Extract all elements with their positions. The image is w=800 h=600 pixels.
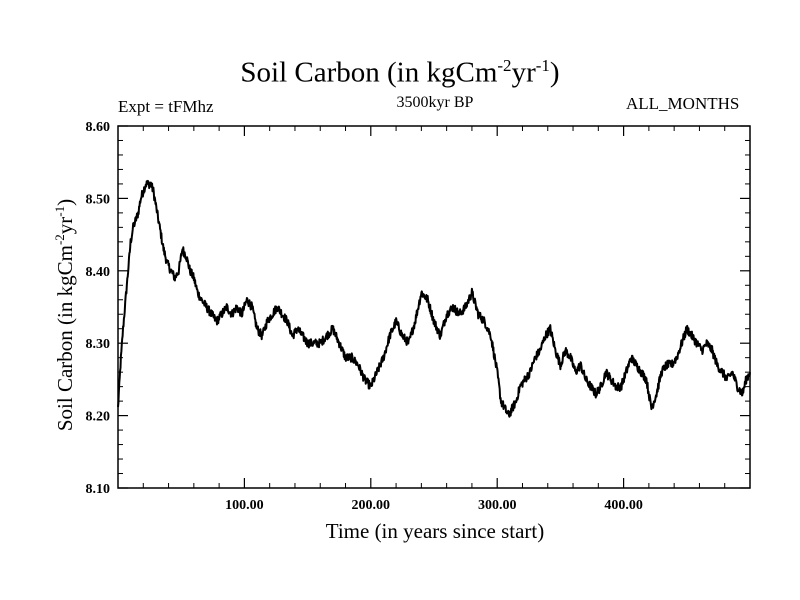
soil-carbon-series-line [117,179,751,418]
period-label: 3500kyr BP [396,94,474,111]
plot-frame [117,125,751,489]
y-tick-label: 8.60 [86,120,111,135]
experiment-label: Expt = tFMhz [118,97,214,116]
y-tick-label: 8.30 [86,337,111,352]
months-label: ALL_MONTHS [626,94,740,113]
x-tick-label: 100.00 [225,498,264,513]
y-tick-label: 8.50 [86,192,111,207]
y-axis-label: Soil Carbon (in kgCm-2yr-1) [52,198,77,432]
x-tick-label: 300.00 [478,498,517,513]
x-tick-label: 400.00 [604,498,643,513]
y-tick-label: 8.40 [86,265,111,280]
x-tick-label: 200.00 [352,498,391,513]
x-axis-label: Time (in years since start) [325,519,545,543]
y-tick-label: 8.20 [86,410,111,425]
chart-title: Soil Carbon (in kgCm-2yr-1) [240,56,560,89]
y-tick-label: 8.10 [86,482,111,497]
